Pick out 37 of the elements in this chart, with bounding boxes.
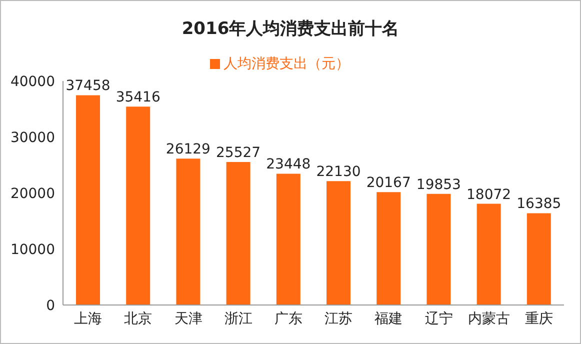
y-tick-label: 0: [46, 298, 55, 314]
bar: [126, 106, 150, 305]
data-label: 20167: [366, 175, 411, 192]
bar: [276, 174, 300, 305]
data-label: 18072: [466, 186, 512, 203]
legend-label: 人均消费支出（元）: [224, 56, 350, 72]
y-tick-label: 20000: [10, 186, 55, 202]
bar: [326, 181, 350, 305]
bar: [476, 204, 501, 305]
data-label: 37458: [66, 78, 110, 94]
y-tick-label: 10000: [10, 242, 55, 258]
data-label: 22130: [316, 164, 361, 180]
x-tick-label: 上海: [74, 310, 102, 327]
x-tick-label: 天津: [174, 310, 202, 327]
data-label: 23448: [266, 156, 311, 173]
data-label: 16385: [516, 196, 562, 212]
y-tick-label: 30000: [10, 130, 55, 146]
x-tick-label: 辽宁: [424, 310, 453, 327]
x-tick-label: 重庆: [524, 310, 553, 327]
data-label: 26129: [166, 142, 210, 158]
data-label: 35416: [116, 90, 160, 106]
bar: [426, 194, 451, 305]
y-tick-label: 40000: [10, 74, 55, 90]
x-tick-label: 内蒙古: [468, 310, 510, 327]
x-tick-label: 福建: [374, 310, 403, 327]
chart-title: 2016年人均消费支出前十名: [180, 18, 400, 40]
x-tick-label: 广东: [274, 310, 302, 327]
bar: [376, 192, 401, 305]
bar: [76, 95, 100, 305]
data-label: 19853: [416, 176, 461, 193]
bar: [526, 213, 551, 305]
x-tick-label: 北京: [124, 310, 152, 327]
x-tick-label: 江苏: [324, 310, 353, 327]
bar: [176, 158, 200, 305]
x-tick-label: 浙江: [224, 310, 252, 327]
data-label: 25527: [216, 145, 261, 162]
bar: [226, 162, 250, 305]
